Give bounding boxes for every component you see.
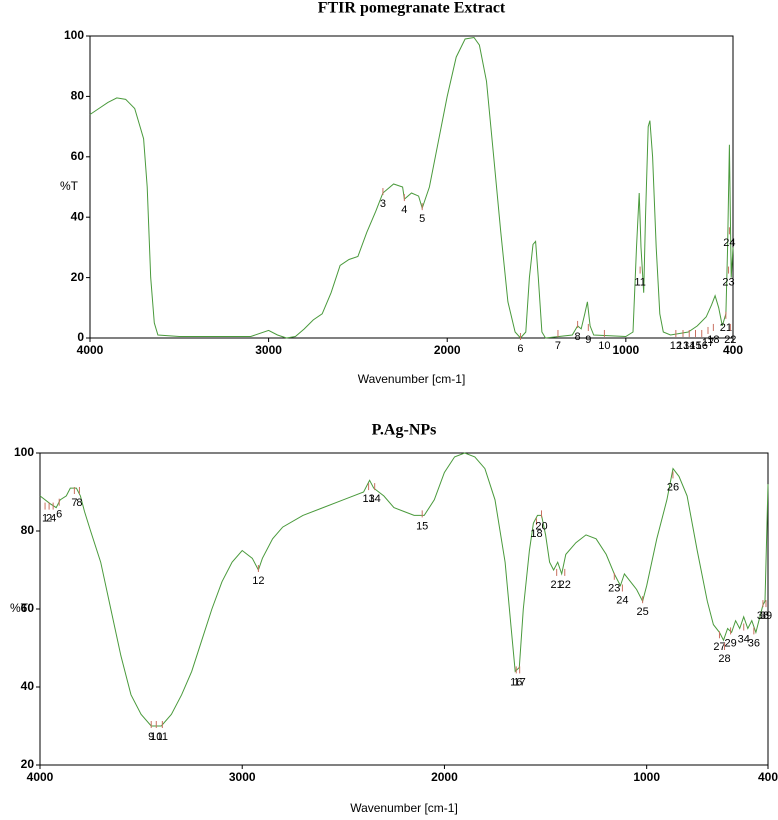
peak-label: 28 xyxy=(718,653,730,665)
y-tick-label: 80 xyxy=(71,89,85,103)
y-tick-label: 20 xyxy=(71,270,85,284)
peak-label: 16 xyxy=(696,340,708,352)
x-tick-label: 4000 xyxy=(27,770,54,784)
y-tick-label: 0 xyxy=(77,330,84,344)
peak-label: 18 xyxy=(530,528,542,540)
peak-label: 4 xyxy=(401,204,407,216)
peak-label: 14 xyxy=(369,493,381,505)
x-tick-label: 1000 xyxy=(612,343,639,357)
peak-label: 12 xyxy=(252,575,264,587)
x-tick-label: 2000 xyxy=(431,770,458,784)
peak-label: 10 xyxy=(598,340,610,352)
peak-label: 9 xyxy=(585,334,591,346)
chart-title: FTIR pomegranate Extract xyxy=(318,0,506,17)
peak-label: 11 xyxy=(157,731,168,743)
x-tick-label: 400 xyxy=(723,343,743,357)
peak-label: 15 xyxy=(416,520,428,532)
spectrum-line xyxy=(89,36,734,339)
y-tick-label: 100 xyxy=(14,445,34,459)
peak-label: 24 xyxy=(723,237,735,249)
peak-label: 11 xyxy=(634,276,645,288)
peak-label: 2 xyxy=(46,513,52,525)
y-tick-label: 100 xyxy=(64,28,84,42)
y-tick-label: 60 xyxy=(71,149,85,163)
peak-label: 9 xyxy=(148,731,154,743)
peak-label: 5 xyxy=(419,213,425,225)
peak-label: 23 xyxy=(722,276,734,288)
peak-label: 8 xyxy=(76,497,82,509)
peak-label: 8 xyxy=(575,331,581,343)
spectrum-line xyxy=(39,452,769,727)
x-tick-label: 4000 xyxy=(77,343,104,357)
peak-label: 17 xyxy=(514,676,526,688)
peak-label: 26 xyxy=(667,481,679,493)
chart-title: P.Ag-NPs xyxy=(372,422,437,439)
peak-label: 21 xyxy=(720,322,732,334)
peak-label: 36 xyxy=(748,637,760,649)
plot-frame xyxy=(39,452,769,766)
y-tick-label: 60 xyxy=(21,601,35,615)
peak-label: 13 xyxy=(677,340,689,352)
peak-label: 13 xyxy=(362,493,374,505)
peak-label: 38 xyxy=(757,610,769,622)
x-axis-label: Wavenumber [cm-1] xyxy=(358,372,466,386)
peak-label: 6 xyxy=(56,509,62,521)
peak-label: 34 xyxy=(738,633,750,645)
peak-label: 15 xyxy=(689,340,701,352)
y-tick-label: 40 xyxy=(21,679,35,693)
peak-label: 20 xyxy=(535,520,547,532)
y-tick-label: 20 xyxy=(21,757,35,771)
x-axis-label: Wavenumber [cm-1] xyxy=(350,801,458,815)
y-axis-label: %T xyxy=(10,601,29,615)
peak-label: 22 xyxy=(559,579,571,591)
x-tick-label: 2000 xyxy=(434,343,461,357)
y-axis-label: %T xyxy=(60,179,79,193)
peak-label: 27 xyxy=(713,641,725,653)
x-tick-label: 3000 xyxy=(255,343,282,357)
peak-label: 22 xyxy=(724,334,736,346)
x-tick-label: 1000 xyxy=(633,770,660,784)
peak-label: 7 xyxy=(555,340,561,352)
peak-label: 17 xyxy=(702,337,714,349)
peak-label: 1 xyxy=(42,513,48,525)
peak-label: 24 xyxy=(616,594,628,606)
peak-label: 29 xyxy=(724,637,736,649)
peak-label: 3 xyxy=(380,198,386,210)
peak-label: 14 xyxy=(683,340,695,352)
peak-label: 10 xyxy=(150,731,162,743)
peak-label: 4 xyxy=(50,513,56,525)
peak-label: 6 xyxy=(517,343,523,355)
peak-label: 18 xyxy=(707,334,719,346)
peak-label: 12 xyxy=(670,340,682,352)
peak-label: 16 xyxy=(510,676,522,688)
y-tick-label: 40 xyxy=(71,209,85,223)
peak-label: 39 xyxy=(760,610,772,622)
x-tick-label: 3000 xyxy=(229,770,256,784)
y-tick-label: 80 xyxy=(21,523,35,537)
peak-label: 7 xyxy=(71,497,77,509)
plot-frame xyxy=(89,35,734,339)
x-tick-label: 400 xyxy=(758,770,778,784)
peak-label: 25 xyxy=(636,606,648,618)
peak-label: 21 xyxy=(551,579,563,591)
peak-label: 23 xyxy=(608,583,620,595)
